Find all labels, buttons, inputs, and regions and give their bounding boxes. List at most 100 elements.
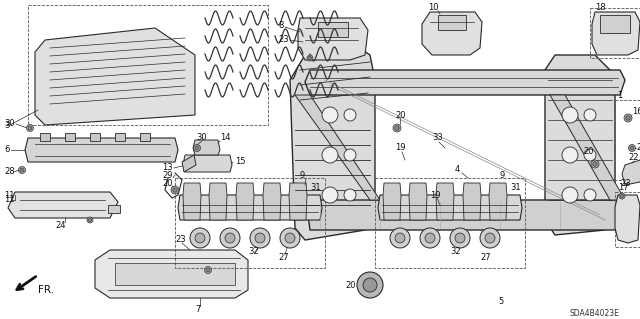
- Text: 15: 15: [235, 158, 246, 167]
- Polygon shape: [183, 155, 232, 172]
- Circle shape: [195, 233, 205, 243]
- Polygon shape: [290, 45, 375, 240]
- Text: 32: 32: [450, 248, 461, 256]
- Polygon shape: [422, 12, 482, 55]
- Text: 20: 20: [583, 147, 593, 157]
- Circle shape: [173, 188, 177, 192]
- Polygon shape: [545, 55, 615, 235]
- Circle shape: [344, 109, 356, 121]
- Text: 23: 23: [175, 235, 186, 244]
- Circle shape: [322, 187, 338, 203]
- Polygon shape: [409, 183, 427, 220]
- Circle shape: [395, 126, 399, 130]
- Circle shape: [562, 147, 578, 163]
- Text: 20: 20: [345, 280, 355, 290]
- Circle shape: [195, 146, 199, 150]
- Polygon shape: [489, 183, 507, 220]
- Circle shape: [584, 149, 596, 161]
- Text: 18: 18: [595, 4, 605, 12]
- Circle shape: [584, 109, 596, 121]
- Text: 19: 19: [430, 190, 440, 199]
- Circle shape: [357, 272, 383, 298]
- Polygon shape: [295, 95, 380, 200]
- Bar: [615, 100, 640, 180]
- Circle shape: [171, 186, 179, 194]
- Circle shape: [322, 147, 338, 163]
- Polygon shape: [182, 155, 196, 172]
- Text: FR.: FR.: [38, 285, 54, 295]
- Text: 16: 16: [632, 108, 640, 116]
- Text: 11: 11: [4, 190, 15, 199]
- Circle shape: [420, 228, 440, 248]
- Polygon shape: [550, 95, 625, 200]
- Circle shape: [280, 228, 300, 248]
- Text: SDA4B4023E: SDA4B4023E: [570, 309, 620, 318]
- Circle shape: [395, 233, 405, 243]
- Circle shape: [363, 278, 377, 292]
- Circle shape: [626, 116, 630, 120]
- Text: 14: 14: [220, 133, 230, 143]
- Circle shape: [193, 145, 200, 152]
- Text: 33: 33: [432, 133, 443, 143]
- Text: 1: 1: [617, 92, 622, 100]
- Polygon shape: [289, 183, 307, 220]
- Text: 29: 29: [162, 170, 173, 180]
- Text: 27: 27: [480, 254, 491, 263]
- Circle shape: [190, 228, 210, 248]
- Bar: [28, 5, 268, 125]
- Circle shape: [455, 233, 465, 243]
- Text: 5: 5: [498, 298, 503, 307]
- Bar: [600, 15, 630, 33]
- Circle shape: [450, 228, 470, 248]
- Text: 17: 17: [618, 183, 628, 192]
- Polygon shape: [35, 28, 195, 125]
- Circle shape: [225, 233, 235, 243]
- Circle shape: [619, 193, 625, 199]
- Text: 31: 31: [310, 183, 321, 192]
- Circle shape: [584, 189, 596, 201]
- Polygon shape: [183, 183, 201, 220]
- Circle shape: [20, 168, 24, 172]
- Circle shape: [630, 146, 634, 150]
- Polygon shape: [209, 183, 227, 220]
- Text: 31: 31: [510, 183, 520, 192]
- Text: 7: 7: [195, 306, 200, 315]
- Bar: [140, 133, 150, 141]
- Text: 32: 32: [248, 248, 259, 256]
- Circle shape: [390, 228, 410, 248]
- Polygon shape: [463, 183, 481, 220]
- Text: 10: 10: [428, 4, 438, 12]
- Polygon shape: [592, 12, 640, 55]
- Circle shape: [562, 187, 578, 203]
- Text: 20: 20: [395, 110, 406, 120]
- Text: 30: 30: [196, 133, 207, 143]
- Circle shape: [88, 218, 92, 222]
- Circle shape: [308, 56, 312, 60]
- Circle shape: [28, 126, 32, 130]
- Bar: [590, 8, 640, 58]
- Circle shape: [425, 233, 435, 243]
- Text: 13: 13: [162, 164, 173, 173]
- Polygon shape: [383, 183, 401, 220]
- Circle shape: [393, 124, 401, 132]
- Polygon shape: [178, 195, 322, 220]
- Circle shape: [220, 228, 240, 248]
- Bar: [40, 133, 50, 141]
- Circle shape: [480, 228, 500, 248]
- Circle shape: [344, 149, 356, 161]
- Bar: [615, 192, 640, 247]
- Bar: [108, 205, 120, 213]
- Polygon shape: [305, 70, 625, 95]
- Text: 21: 21: [636, 144, 640, 152]
- Text: 11: 11: [4, 196, 15, 204]
- Polygon shape: [308, 200, 622, 230]
- Polygon shape: [263, 183, 281, 220]
- Text: 9: 9: [300, 170, 305, 180]
- Circle shape: [620, 194, 623, 198]
- Circle shape: [624, 114, 632, 122]
- Circle shape: [87, 217, 93, 223]
- Text: 8: 8: [278, 20, 284, 29]
- Circle shape: [628, 145, 636, 152]
- Circle shape: [250, 228, 270, 248]
- Text: 30: 30: [4, 120, 15, 129]
